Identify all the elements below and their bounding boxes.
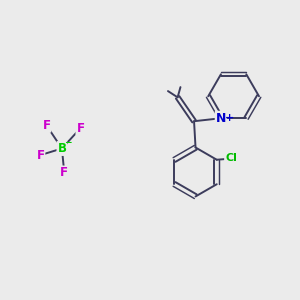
Text: F: F bbox=[60, 167, 68, 179]
Text: F: F bbox=[36, 148, 44, 162]
Text: N: N bbox=[216, 112, 226, 125]
Text: −: − bbox=[64, 138, 72, 147]
Text: B: B bbox=[57, 142, 66, 155]
Text: +: + bbox=[225, 112, 235, 123]
Text: F: F bbox=[76, 122, 84, 135]
Text: Cl: Cl bbox=[225, 153, 237, 163]
Text: F: F bbox=[42, 119, 50, 132]
